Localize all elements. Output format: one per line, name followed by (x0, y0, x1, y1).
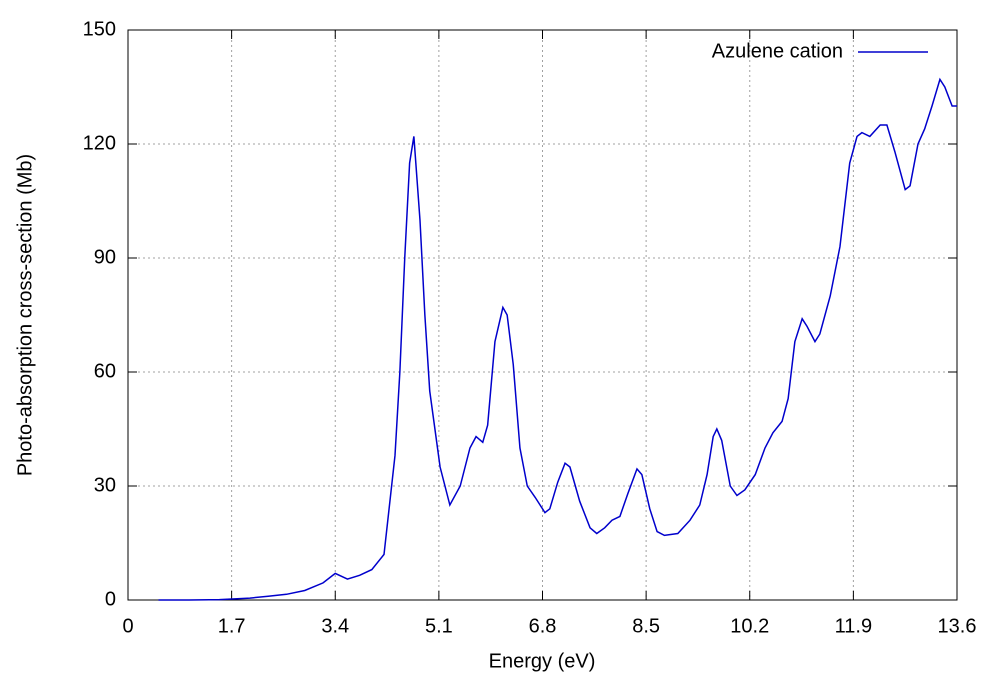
data-line (158, 77, 957, 601)
x-axis-label: Energy (eV) (489, 650, 596, 672)
x-tick-label: 1.7 (218, 615, 246, 637)
plot-frame (127, 29, 958, 601)
y-tick-label: 60 (94, 360, 116, 382)
x-tick-label: 6.8 (529, 615, 557, 637)
x-tick-label: 5.1 (425, 615, 453, 637)
y-tick-label: 90 (94, 246, 116, 268)
x-tick-label: 0 (122, 615, 133, 637)
y-tick-label: 120 (83, 132, 116, 154)
x-tick-label: 11.9 (835, 615, 872, 637)
x-tick-label: 8.5 (632, 615, 660, 637)
y-axis-label: Photo-absorption cross-section (Mb) (14, 154, 36, 476)
y-tick-label: 150 (83, 18, 116, 40)
x-tick-label: 3.4 (321, 615, 349, 637)
y-tick-label: 0 (105, 588, 116, 610)
y-tick-label: 30 (94, 474, 116, 496)
legend-label: Azulene cation (712, 40, 843, 62)
x-tick-label: 13.6 (938, 615, 977, 637)
x-tick-label: 10.2 (730, 615, 769, 637)
